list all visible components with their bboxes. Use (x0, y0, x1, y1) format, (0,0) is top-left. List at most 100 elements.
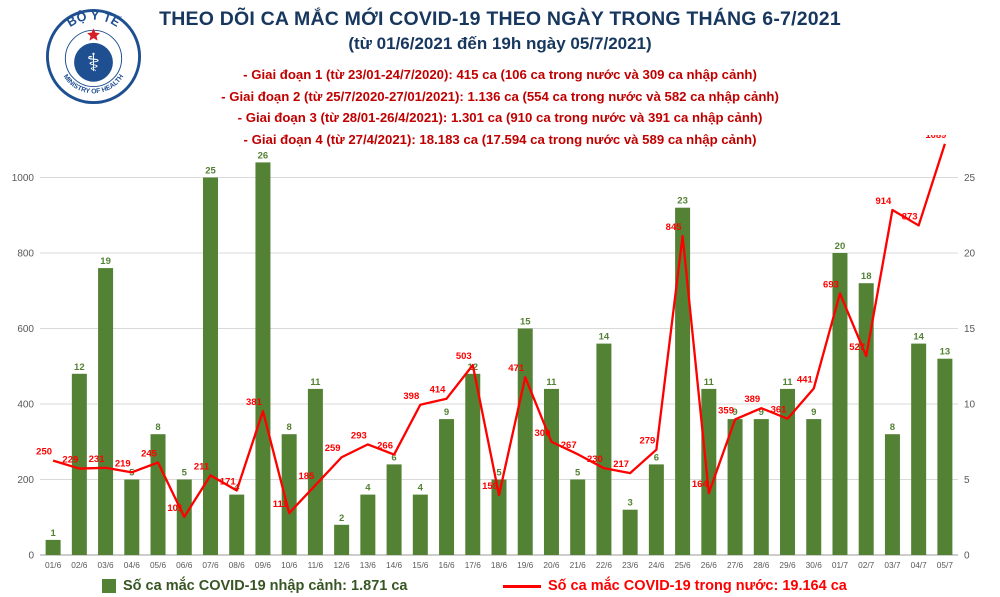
bar (675, 207, 691, 555)
line-label: 259 (325, 443, 341, 454)
phase-summary-list: - Giai đoạn 1 (từ 23/01-24/7/2020): 415 … (0, 64, 1000, 150)
bar-label: 19 (100, 256, 111, 267)
bar (71, 373, 87, 555)
line-label: 185 (298, 471, 315, 482)
right-axis-tick: 20 (964, 249, 976, 260)
bar-label: 13 (940, 347, 951, 358)
x-axis-label: 09/6 (255, 560, 272, 570)
line-label: 359 (718, 405, 734, 416)
line-label: 171 (220, 476, 237, 487)
x-axis-label: 10/6 (281, 560, 298, 570)
caduceus-icon: ⚕ (87, 49, 101, 77)
bar-label: 14 (913, 332, 924, 343)
right-axis-tick: 15 (964, 324, 976, 335)
left-axis-tick: 600 (17, 324, 34, 335)
bar-label: 12 (74, 362, 85, 373)
line-label: 219 (115, 458, 131, 469)
bar-label: 5 (182, 468, 188, 479)
line-label: 266 (377, 441, 393, 452)
left-axis-tick: 400 (17, 400, 34, 411)
bar-label: 8 (155, 422, 160, 433)
right-axis-tick: 0 (964, 551, 970, 562)
line-label: 503 (456, 351, 472, 362)
line-label: 211 (194, 461, 210, 472)
x-axis-label: 05/6 (150, 560, 167, 570)
line-series (52, 143, 946, 519)
phase-2-summary: - Giai đoạn 2 (từ 25/7/2020-27/01/2021):… (221, 88, 779, 104)
line-label: 471 (508, 363, 525, 374)
x-axis-label: 12/6 (334, 560, 351, 570)
line-label: 361 (771, 405, 788, 416)
x-axis-label: 15/6 (412, 560, 429, 570)
bar-label: 25 (205, 166, 216, 177)
line-label: 159 (482, 481, 498, 492)
left-axis-tick: 0 (28, 551, 34, 562)
x-axis-label: 13/6 (360, 560, 377, 570)
right-axis-tick: 25 (964, 173, 976, 184)
line-label: 873 (902, 211, 918, 222)
x-axis-label: 08/6 (229, 560, 246, 570)
line-label: 250 (36, 447, 52, 458)
bar-label: 14 (599, 332, 610, 343)
x-axis-label: 01/7 (832, 560, 849, 570)
bar (439, 419, 455, 555)
bar-label: 6 (654, 452, 659, 463)
line-label: 398 (403, 391, 419, 402)
bar (412, 494, 428, 555)
bar (937, 358, 953, 555)
bar (465, 373, 481, 555)
page-title: THEO DÕI CA MẮC MỚI COVID-19 THEO NGÀY T… (159, 8, 841, 30)
bar (124, 479, 140, 555)
bar (255, 162, 271, 555)
line-label: 164 (692, 479, 709, 490)
bar-label: 11 (704, 377, 715, 388)
x-axis-label: 19/6 (517, 560, 534, 570)
line-label: 1089 (925, 135, 946, 141)
x-axis-label: 26/6 (701, 560, 718, 570)
moh-logo: BỘ Y TẾ MINISTRY OF HEALTH ⚕ (45, 8, 142, 105)
x-axis-label: 24/6 (648, 560, 665, 570)
bar (911, 343, 927, 555)
bar (727, 419, 743, 555)
line-label: 267 (561, 440, 577, 451)
bar (386, 464, 402, 555)
right-axis-tick: 10 (964, 400, 976, 411)
bar (98, 268, 114, 555)
line-label: 101 (167, 503, 184, 514)
line-label: 693 (823, 279, 839, 290)
line-label: 414 (430, 385, 447, 396)
bar (45, 539, 61, 555)
x-axis-label: 03/6 (97, 560, 114, 570)
bar (360, 494, 376, 555)
x-axis-label: 29/6 (779, 560, 796, 570)
bar (491, 479, 507, 555)
bar (753, 419, 769, 555)
line-label: 845 (666, 222, 683, 233)
x-axis-label: 27/6 (727, 560, 744, 570)
logo-top-text: BỘ Y TẾ (64, 8, 123, 30)
bar-label: 5 (496, 468, 502, 479)
legend-item-imported: Số ca mắc COVID-19 nhập cảnh: 1.871 ca (102, 576, 407, 596)
bar-label: 11 (782, 377, 793, 388)
bar-label: 9 (732, 407, 737, 418)
x-axis-label: 17/6 (465, 560, 482, 570)
legend-item-domestic: Số ca mắc COVID-19 trong nước: 19.164 ca (503, 576, 847, 596)
line-label: 914 (875, 196, 892, 207)
x-axis-label: 25/6 (675, 560, 692, 570)
phase-1-summary: - Giai đoạn 1 (từ 23/01-24/7/2020): 415 … (243, 67, 757, 82)
bar (229, 494, 245, 555)
bar (884, 434, 900, 555)
x-axis-label: 14/6 (386, 560, 403, 570)
chart-legend: Số ca mắc COVID-19 nhập cảnh: 1.871 ca S… (0, 576, 1000, 596)
bar (570, 479, 586, 555)
bar-label: 18 (861, 271, 872, 282)
line-label: 300 (535, 428, 551, 439)
line-label: 527 (849, 342, 865, 353)
x-axis-label: 16/6 (438, 560, 455, 570)
bar-label: 9 (759, 407, 764, 418)
bar-label: 4 (418, 483, 424, 494)
x-axis-label: 22/6 (596, 560, 613, 570)
bar (596, 343, 612, 555)
